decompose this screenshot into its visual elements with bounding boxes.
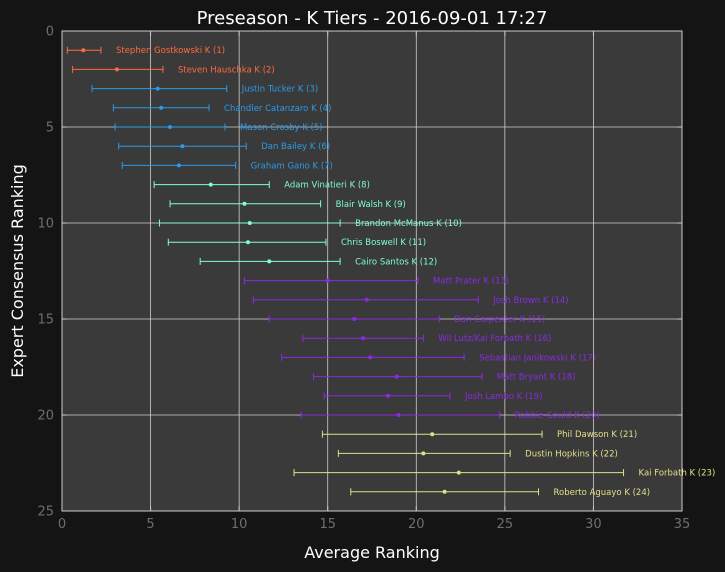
point-label: Robbie Gould K (20) — [515, 411, 600, 421]
player-point-group: Steven Hauschka K (2) — [72, 65, 275, 75]
data-point — [159, 105, 164, 110]
player-point-group: Roberto Aguayo K (24) — [350, 488, 651, 498]
y-tick-label: 0 — [46, 25, 54, 40]
player-point-group: Wil Lutz/Kai Forbath K (16) — [302, 334, 551, 344]
data-series: Stephen Gostkowski K (1) Steven Hauschka … — [66, 46, 716, 498]
x-tick-label: 0 — [58, 517, 66, 532]
data-point — [180, 144, 185, 149]
point-label: Chris Boswell K (11) — [341, 238, 426, 248]
axis-ticks: 0 5 10 15 20 25 30 35 0 5 10 15 20 25 — [37, 25, 690, 533]
player-point-group: Cairo Santos K (12) — [199, 257, 437, 267]
player-point-group: Dan Bailey K (6) — [118, 142, 330, 152]
data-point — [364, 297, 369, 302]
point-label: Wil Lutz/Kai Forbath K (16) — [438, 334, 551, 344]
player-point-group: Mason Crosby K (5) — [114, 123, 323, 133]
point-label: Steven Hauschka K (2) — [178, 65, 275, 75]
y-axis-label: Expert Consensus Ranking — [8, 164, 27, 378]
y-tick-label: 15 — [37, 313, 54, 328]
player-point-group: Dan Carpenter K (15) — [268, 315, 545, 325]
data-point — [155, 86, 160, 91]
player-point-group: Chandler Catanzaro K (4) — [112, 104, 331, 114]
y-tick-label: 10 — [37, 217, 54, 232]
player-point-group: Josh Lambo K (19) — [323, 392, 542, 402]
player-point-group: Stephen Gostkowski K (1) — [66, 46, 225, 56]
y-tick-label: 5 — [46, 121, 54, 136]
data-point — [325, 278, 330, 283]
point-label: Josh Lambo K (19) — [464, 392, 542, 402]
y-tick-label: 25 — [37, 505, 54, 520]
data-point — [456, 470, 461, 475]
point-label: Stephen Gostkowski K (1) — [116, 46, 225, 56]
data-point — [247, 221, 252, 225]
point-label: Cairo Santos K (12) — [355, 257, 437, 267]
x-tick-label: 5 — [146, 517, 154, 532]
point-label: Brandon McManus K (10) — [355, 219, 462, 229]
player-point-group: Graham Gano K (7) — [121, 161, 333, 171]
chart-title: Preseason - K Tiers - 2016-09-01 17:27 — [197, 8, 548, 29]
player-point-group: Dustin Hopkins K (22) — [337, 449, 618, 459]
x-tick-label: 25 — [497, 517, 514, 532]
player-point-group: Adam Vinatieri K (8) — [153, 181, 370, 191]
data-point — [114, 67, 119, 72]
data-point — [442, 489, 447, 494]
data-point — [394, 374, 399, 379]
player-point-group: Blair Walsh K (9) — [169, 200, 406, 210]
point-label: Mason Crosby K (5) — [240, 123, 323, 133]
point-label: Dan Bailey K (6) — [261, 142, 330, 152]
point-label: Graham Gano K (7) — [251, 161, 333, 171]
data-point — [168, 125, 173, 129]
point-label: Sebastian Janikowski K (17) — [479, 353, 596, 363]
player-point-group: Matt Prater K (13) — [243, 277, 509, 287]
point-label: Dustin Hopkins K (22) — [525, 449, 618, 459]
data-point — [385, 393, 390, 398]
data-point — [267, 259, 272, 264]
data-point — [81, 48, 86, 53]
point-label: Kai Forbath K (23) — [639, 469, 716, 479]
point-label: Matt Prater K (13) — [433, 277, 509, 287]
data-point — [361, 336, 366, 341]
player-point-group: Chris Boswell K (11) — [167, 238, 426, 248]
x-tick-label: 20 — [408, 517, 425, 532]
x-tick-label: 15 — [319, 517, 336, 532]
point-label: Dan Carpenter K (15) — [454, 315, 545, 325]
player-point-group: Kai Forbath K (23) — [293, 469, 716, 479]
player-point-group: Phil Dawson K (21) — [321, 430, 637, 440]
data-point — [421, 451, 426, 456]
point-label: Roberto Aguayo K (24) — [554, 488, 651, 498]
data-point — [208, 182, 213, 187]
player-point-group: Robbie Gould K (20) — [300, 411, 600, 421]
data-point — [242, 201, 247, 206]
data-point — [176, 163, 181, 168]
x-tick-label: 30 — [585, 517, 602, 532]
player-point-group: Matt Bryant K (18) — [313, 373, 576, 383]
data-point — [246, 240, 250, 245]
data-point — [396, 413, 401, 417]
point-label: Blair Walsh K (9) — [336, 200, 406, 210]
player-point-group: Justin Tucker K (3) — [91, 85, 318, 95]
x-axis-label: Average Ranking — [304, 543, 440, 562]
point-label: Phil Dawson K (21) — [557, 430, 637, 440]
player-point-group: Josh Brown K (14) — [252, 296, 569, 306]
x-tick-label: 10 — [231, 517, 248, 532]
y-tick-label: 20 — [37, 409, 54, 424]
data-point — [352, 317, 357, 321]
player-point-group: Brandon McManus K (10) — [158, 219, 462, 229]
data-point — [368, 355, 373, 360]
plot-area — [61, 30, 683, 512]
x-tick-label: 35 — [674, 517, 691, 532]
point-label: Adam Vinatieri K (8) — [284, 181, 370, 191]
point-label: Josh Brown K (14) — [492, 296, 568, 306]
point-label: Matt Bryant K (18) — [497, 373, 576, 383]
data-point — [430, 432, 435, 437]
point-label: Justin Tucker K (3) — [241, 85, 318, 95]
player-point-group: Sebastian Janikowski K (17) — [281, 353, 596, 363]
point-label: Chandler Catanzaro K (4) — [224, 104, 331, 114]
